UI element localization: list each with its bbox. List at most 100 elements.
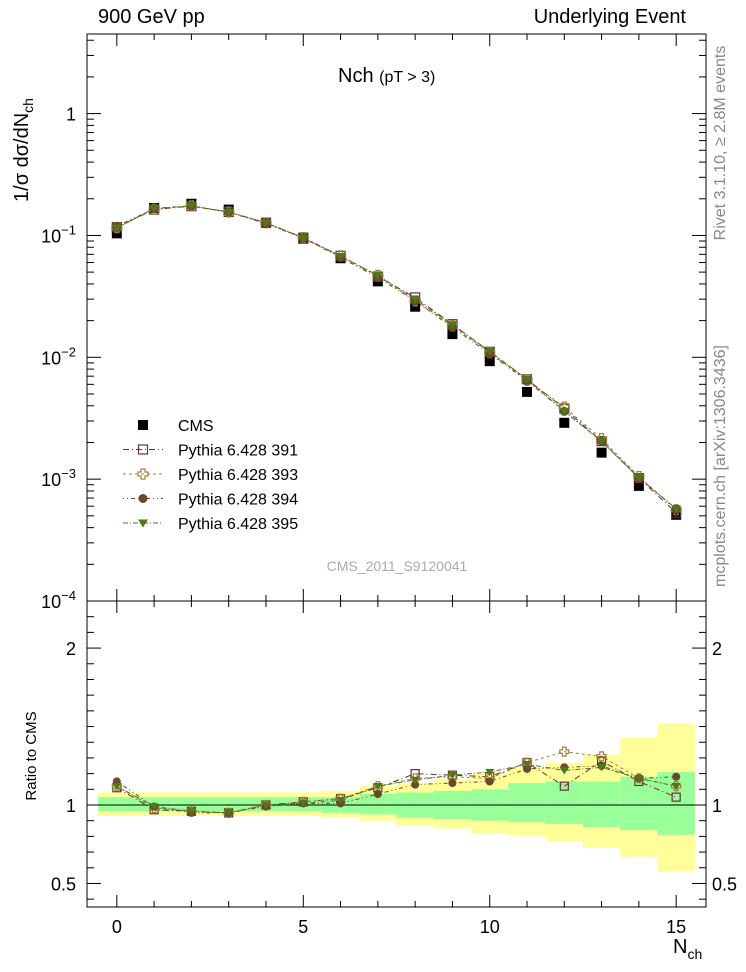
ratio-data-point [411,780,420,789]
upper-data-point [260,219,271,228]
ratio-uncertainty-bands [87,723,706,871]
upper-data-point [410,295,421,304]
ratio-series-line [116,751,677,814]
upper-data-point [149,204,160,213]
ratio-data-point [634,775,644,783]
legend-label: CMS [178,418,214,435]
lower-y-tick-label: 2 [66,639,76,659]
legend-marker [138,494,148,503]
legend-marker [138,420,148,430]
legend-label: Pythia 6.428 393 [178,467,298,484]
upper-data-point [223,208,234,217]
upper-data-point [596,437,607,446]
ratio-series-line [116,760,677,814]
upper-y-axis-label: 1/σ dσ/dNch [11,98,36,202]
upper-data-point [522,375,533,384]
upper-y-tick-label: 10−2 [41,344,76,368]
legend-label: Pythia 6.428 391 [178,443,298,460]
upper-data-point [111,228,122,239]
ratio-data-point [336,797,346,805]
ratio-series-line [116,765,677,814]
upper-y-tick-label: 1 [66,105,76,125]
ratio-inner-band-bin [172,797,211,812]
x-tick-label: 0 [112,917,122,937]
upper-data-point [484,356,495,367]
upper-data-point [559,417,570,428]
upper-panel-series [111,198,682,520]
analysis-watermark: CMS_2011_S9120041 [327,558,468,574]
ratio-data-point [149,803,159,811]
ratio-inner-band-bin [359,794,397,815]
legend-marker [137,444,149,455]
upper-data-point [484,347,495,356]
ratio-data-point [410,776,420,784]
rivet-version-label: Rivet 3.1.10, ≥ 2.8M events [712,46,729,241]
ratio-data-point [522,761,532,769]
lower-y-tick-label-right: 2 [712,639,722,659]
lower-panel-axes: 0.5 0.5 1 1 2 2 0 5 10 15 [51,600,737,937]
upper-y-tick-label: 10−1 [41,222,76,246]
ratio-data-point [448,778,457,788]
ratio-inner-band-bin [545,781,583,824]
ratio-inner-band-bin [657,772,695,835]
x-tick-label: 5 [298,917,308,937]
upper-data-point [298,234,309,243]
upper-data-point [633,480,644,491]
legend-item: Pythia 6.428 395 [123,516,298,533]
upper-data-point [186,202,197,211]
mcplots-source-label: mcplots.cern.ch [arXiv:1306.3436] [712,345,729,587]
header-right-label: Underlying Event [533,6,686,28]
upper-y-tick-label: 10−3 [41,466,76,490]
ratio-data-point [522,764,532,773]
ratio-inner-band-bin [582,781,621,827]
ratio-data-point [596,751,607,762]
ratio-inner-band-bin [620,776,658,831]
upper-series-line [116,205,677,511]
legend-label: Pythia 6.428 395 [178,516,298,533]
ratio-data-point [485,768,495,777]
upper-data-point [447,321,458,330]
ratio-data-point [224,809,234,817]
lower-y-tick-label-right: 1 [712,796,722,816]
ratio-data-point [559,781,569,791]
upper-data-point [111,224,122,233]
x-tick-label: 10 [480,917,500,937]
legend-item: CMS [138,418,214,435]
lower-panel-frame [86,600,707,908]
upper-data-point [559,407,570,416]
upper-data-point [671,505,682,514]
upper-data-point [447,329,458,340]
upper-panel-title: Nch (pT > 3) [338,65,435,87]
ratio-data-point [672,772,681,781]
legend: CMS Pythia 6.428 391 Pythia 6.428 393 Pythi… [123,418,298,533]
lower-y-tick-label: 1 [66,796,76,816]
upper-data-point [596,447,607,458]
ratio-series-line [116,763,677,814]
upper-data-point [633,474,644,483]
upper-data-point [410,301,421,312]
upper-data-point [372,271,383,280]
ratio-data-point [298,800,308,808]
lower-y-axis-label: Ratio to CMS [23,711,40,800]
ratio-data-point [671,783,681,791]
legend-item: Pythia 6.428 394 [123,492,298,509]
x-tick-label: 15 [666,917,686,937]
legend-marker [138,519,148,528]
ratio-data-point [597,764,607,772]
upper-data-point [335,253,346,262]
ratio-data-point [186,808,196,816]
lower-panel-series [111,746,682,818]
lower-y-tick-label: 0.5 [51,874,76,894]
ratio-data-point [447,772,457,780]
ratio-data-point [485,777,494,786]
ratio-inner-band-bin [508,783,546,823]
ratio-data-point [559,767,569,775]
ratio-data-point [671,792,681,802]
legend-label: Pythia 6.428 394 [178,492,298,509]
ratio-data-point [373,789,382,799]
legend-item: Pythia 6.428 391 [123,443,298,460]
x-axis-label: Nch [673,936,702,962]
legend-item: Pythia 6.428 393 [123,467,298,484]
legend-marker [137,468,149,480]
